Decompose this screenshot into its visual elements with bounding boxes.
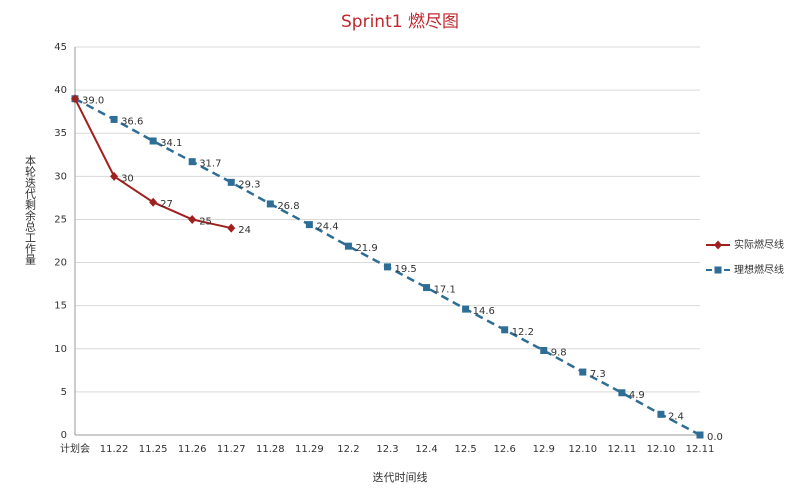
data-point	[149, 197, 158, 207]
data-point	[188, 214, 197, 224]
data-label: 12.2	[512, 327, 534, 338]
data-point	[266, 200, 274, 208]
data-label: 30	[121, 173, 134, 184]
y-tick-label: 40	[54, 85, 67, 96]
data-point	[540, 347, 548, 355]
x-axis-label: 迭代时间线	[373, 470, 428, 484]
data-label: 27	[160, 199, 173, 210]
data-label: 31.7	[199, 159, 221, 170]
legend-marker	[714, 266, 722, 274]
x-tick-label: 11.22	[100, 444, 129, 455]
x-tick-label: 11.25	[139, 444, 168, 455]
data-point	[305, 221, 313, 229]
x-tick-label: 12.9	[533, 444, 555, 455]
x-tick-label: 11.29	[295, 444, 324, 455]
x-tick-label: 11.28	[256, 444, 285, 455]
data-label: 24	[238, 225, 251, 236]
x-tick-label: 12.11	[608, 444, 637, 455]
x-tick-label: 12.3	[376, 444, 398, 455]
x-tick-label: 12.11	[686, 444, 715, 455]
data-label: 29.3	[238, 179, 260, 190]
data-label: 4.9	[629, 390, 645, 401]
x-tick-label: 11.27	[217, 444, 246, 455]
data-point	[501, 326, 509, 334]
data-label: 14.6	[473, 306, 495, 317]
data-point	[188, 158, 196, 166]
y-tick-label: 45	[54, 42, 67, 53]
y-tick-label: 30	[54, 171, 67, 182]
data-point	[462, 305, 470, 313]
data-label: 24.4	[316, 222, 338, 233]
data-point	[227, 178, 235, 186]
x-tick-label: 计划会	[60, 442, 90, 455]
data-label: 34.1	[160, 138, 182, 149]
y-tick-label: 35	[54, 128, 67, 139]
y-axis-label: 本轮迭代剩余总工作量	[24, 154, 37, 265]
data-label: 26.8	[277, 201, 299, 212]
data-point	[423, 284, 431, 292]
data-label: 7.3	[590, 369, 606, 380]
data-point	[579, 368, 587, 376]
x-tick-label: 12.2	[337, 444, 359, 455]
data-point	[384, 263, 391, 271]
legend-label: 理想燃尽线	[734, 263, 784, 276]
data-point	[110, 115, 118, 123]
chart-title: Sprint1 燃尽图	[341, 12, 459, 32]
data-point	[71, 94, 79, 104]
x-tick-label: 12.10	[647, 444, 676, 455]
data-label: 36.6	[121, 116, 143, 127]
y-tick-label: 5	[61, 387, 67, 398]
data-point	[618, 389, 626, 397]
x-tick-label: 12.5	[454, 444, 476, 455]
y-tick-label: 15	[54, 301, 67, 312]
data-point	[696, 431, 704, 439]
data-label: 9.8	[551, 348, 567, 359]
data-point	[344, 242, 352, 250]
legend-label: 实际燃尽线	[734, 238, 784, 251]
x-tick-label: 11.26	[178, 444, 207, 455]
x-tick-label: 12.4	[415, 444, 437, 455]
data-point	[149, 137, 157, 145]
data-label: 19.5	[395, 264, 417, 275]
data-point	[110, 171, 119, 181]
data-point	[657, 410, 665, 418]
data-point	[227, 223, 236, 233]
x-tick-label: 12.6	[494, 444, 516, 455]
y-tick-label: 20	[54, 258, 67, 269]
data-label: 21.9	[355, 243, 377, 254]
data-label: 0.0	[707, 432, 723, 443]
data-label: 17.1	[434, 285, 456, 296]
y-tick-label: 25	[54, 214, 67, 225]
x-tick-label: 12.10	[568, 444, 597, 455]
data-label: 25	[199, 216, 212, 227]
data-label: 39.0	[82, 96, 104, 107]
y-tick-label: 0	[61, 430, 67, 441]
y-tick-label: 10	[54, 344, 67, 355]
data-label: 2.4	[668, 411, 684, 422]
legend-marker	[714, 240, 722, 250]
